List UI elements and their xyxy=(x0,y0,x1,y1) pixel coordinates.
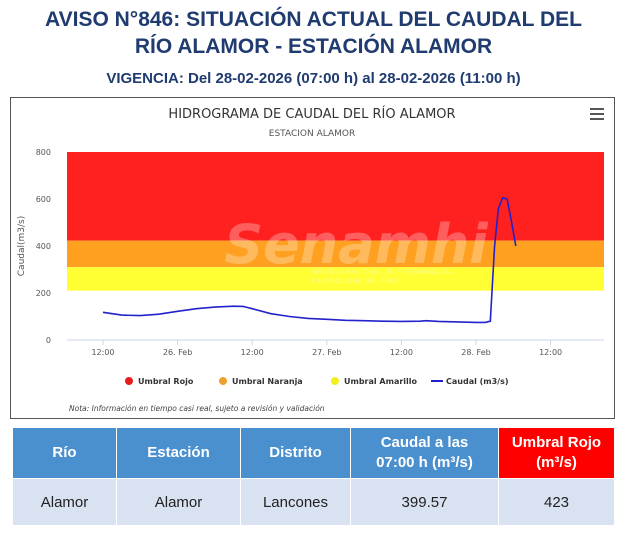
header-estacion: Estación xyxy=(116,427,241,479)
chart-subtitle: ESTACION ALAMOR xyxy=(269,129,355,139)
series-caudal-line xyxy=(102,196,517,324)
header-umbral-rojo: Umbral Rojo (m³/s) xyxy=(498,427,615,479)
x-tick-label: 27. Feb xyxy=(312,348,341,357)
legend-marker-1 xyxy=(219,377,227,385)
title-line-1: AVISO N°846: SITUACIÓN ACTUAL DEL CAUDAL… xyxy=(45,8,582,31)
watermark-tagline-1: SERVICIO NACIONAL DE METEOROLOGÍA xyxy=(311,267,453,276)
station-table: Río Estación Distrito Caudal a las 07:00 … xyxy=(12,427,615,526)
band-umbral-rojo xyxy=(67,152,604,241)
legend-marker-0 xyxy=(125,377,133,385)
x-tick-label: 12:00 xyxy=(91,348,114,357)
chart-note: Nota: Información en tiempo casi real, s… xyxy=(69,404,325,413)
cell-umbral-rojo: 423 xyxy=(498,478,615,526)
legend-marker-2 xyxy=(331,377,339,385)
legend-label-2: Umbral Amarillo xyxy=(344,377,418,386)
chart-svg: HIDROGRAMA DE CAUDAL DEL RÍO ALAMOR ESTAC… xyxy=(17,106,604,413)
watermark-tagline-2: E HIDROLOGÍA DEL PERÚ xyxy=(311,276,399,285)
y-axis-label: Caudal(m3/s) xyxy=(17,216,27,276)
legend-label-3: Caudal (m3/s) xyxy=(446,377,509,386)
x-tick-label: 26. Feb xyxy=(163,348,192,357)
y-tick-label: 200 xyxy=(36,289,51,298)
x-tick-label: 12:00 xyxy=(241,348,264,357)
page-title: AVISO N°846: SITUACIÓN ACTUAL DEL CAUDAL… xyxy=(0,6,627,60)
vigencia-text: VIGENCIA: Del 28-02-2026 (07:00 h) al 28… xyxy=(106,70,521,87)
y-tick-label: 800 xyxy=(36,148,51,157)
table-header-row: Río Estación Distrito Caudal a las 07:00 … xyxy=(12,427,615,479)
legend-label-1: Umbral Naranja xyxy=(232,377,303,386)
band-umbral-amarillo xyxy=(67,267,604,291)
cell-caudal: 399.57 xyxy=(350,478,499,526)
header-rio: Río xyxy=(12,427,117,479)
band-umbral-naranja xyxy=(67,240,604,268)
title-line-2: RÍO ALAMOR - ESTACIÓN ALAMOR xyxy=(134,35,493,58)
header-caudal: Caudal a las 07:00 h (m³/s) xyxy=(350,427,499,479)
table-row: Alamor Alamor Lancones 399.57 423 xyxy=(12,478,615,526)
y-tick-label: 600 xyxy=(36,195,51,204)
x-tick-label: 12:00 xyxy=(539,348,562,357)
hydrograph-chart: HIDROGRAMA DE CAUDAL DEL RÍO ALAMOR ESTAC… xyxy=(10,97,615,419)
y-tick-label: 0 xyxy=(46,336,51,345)
cell-distrito: Lancones xyxy=(240,478,351,526)
cell-rio: Alamor xyxy=(12,478,117,526)
watermark-brand: Senamhi xyxy=(224,213,489,276)
cell-estacion: Alamor xyxy=(116,478,241,526)
header-distrito: Distrito xyxy=(240,427,351,479)
x-tick-label: 28. Feb xyxy=(461,348,490,357)
y-tick-label: 400 xyxy=(36,242,51,251)
legend-label-0: Umbral Rojo xyxy=(138,377,194,386)
chart-title: HIDROGRAMA DE CAUDAL DEL RÍO ALAMOR xyxy=(168,106,455,122)
menu-icon[interactable] xyxy=(590,108,604,120)
x-tick-label: 12:00 xyxy=(390,348,413,357)
